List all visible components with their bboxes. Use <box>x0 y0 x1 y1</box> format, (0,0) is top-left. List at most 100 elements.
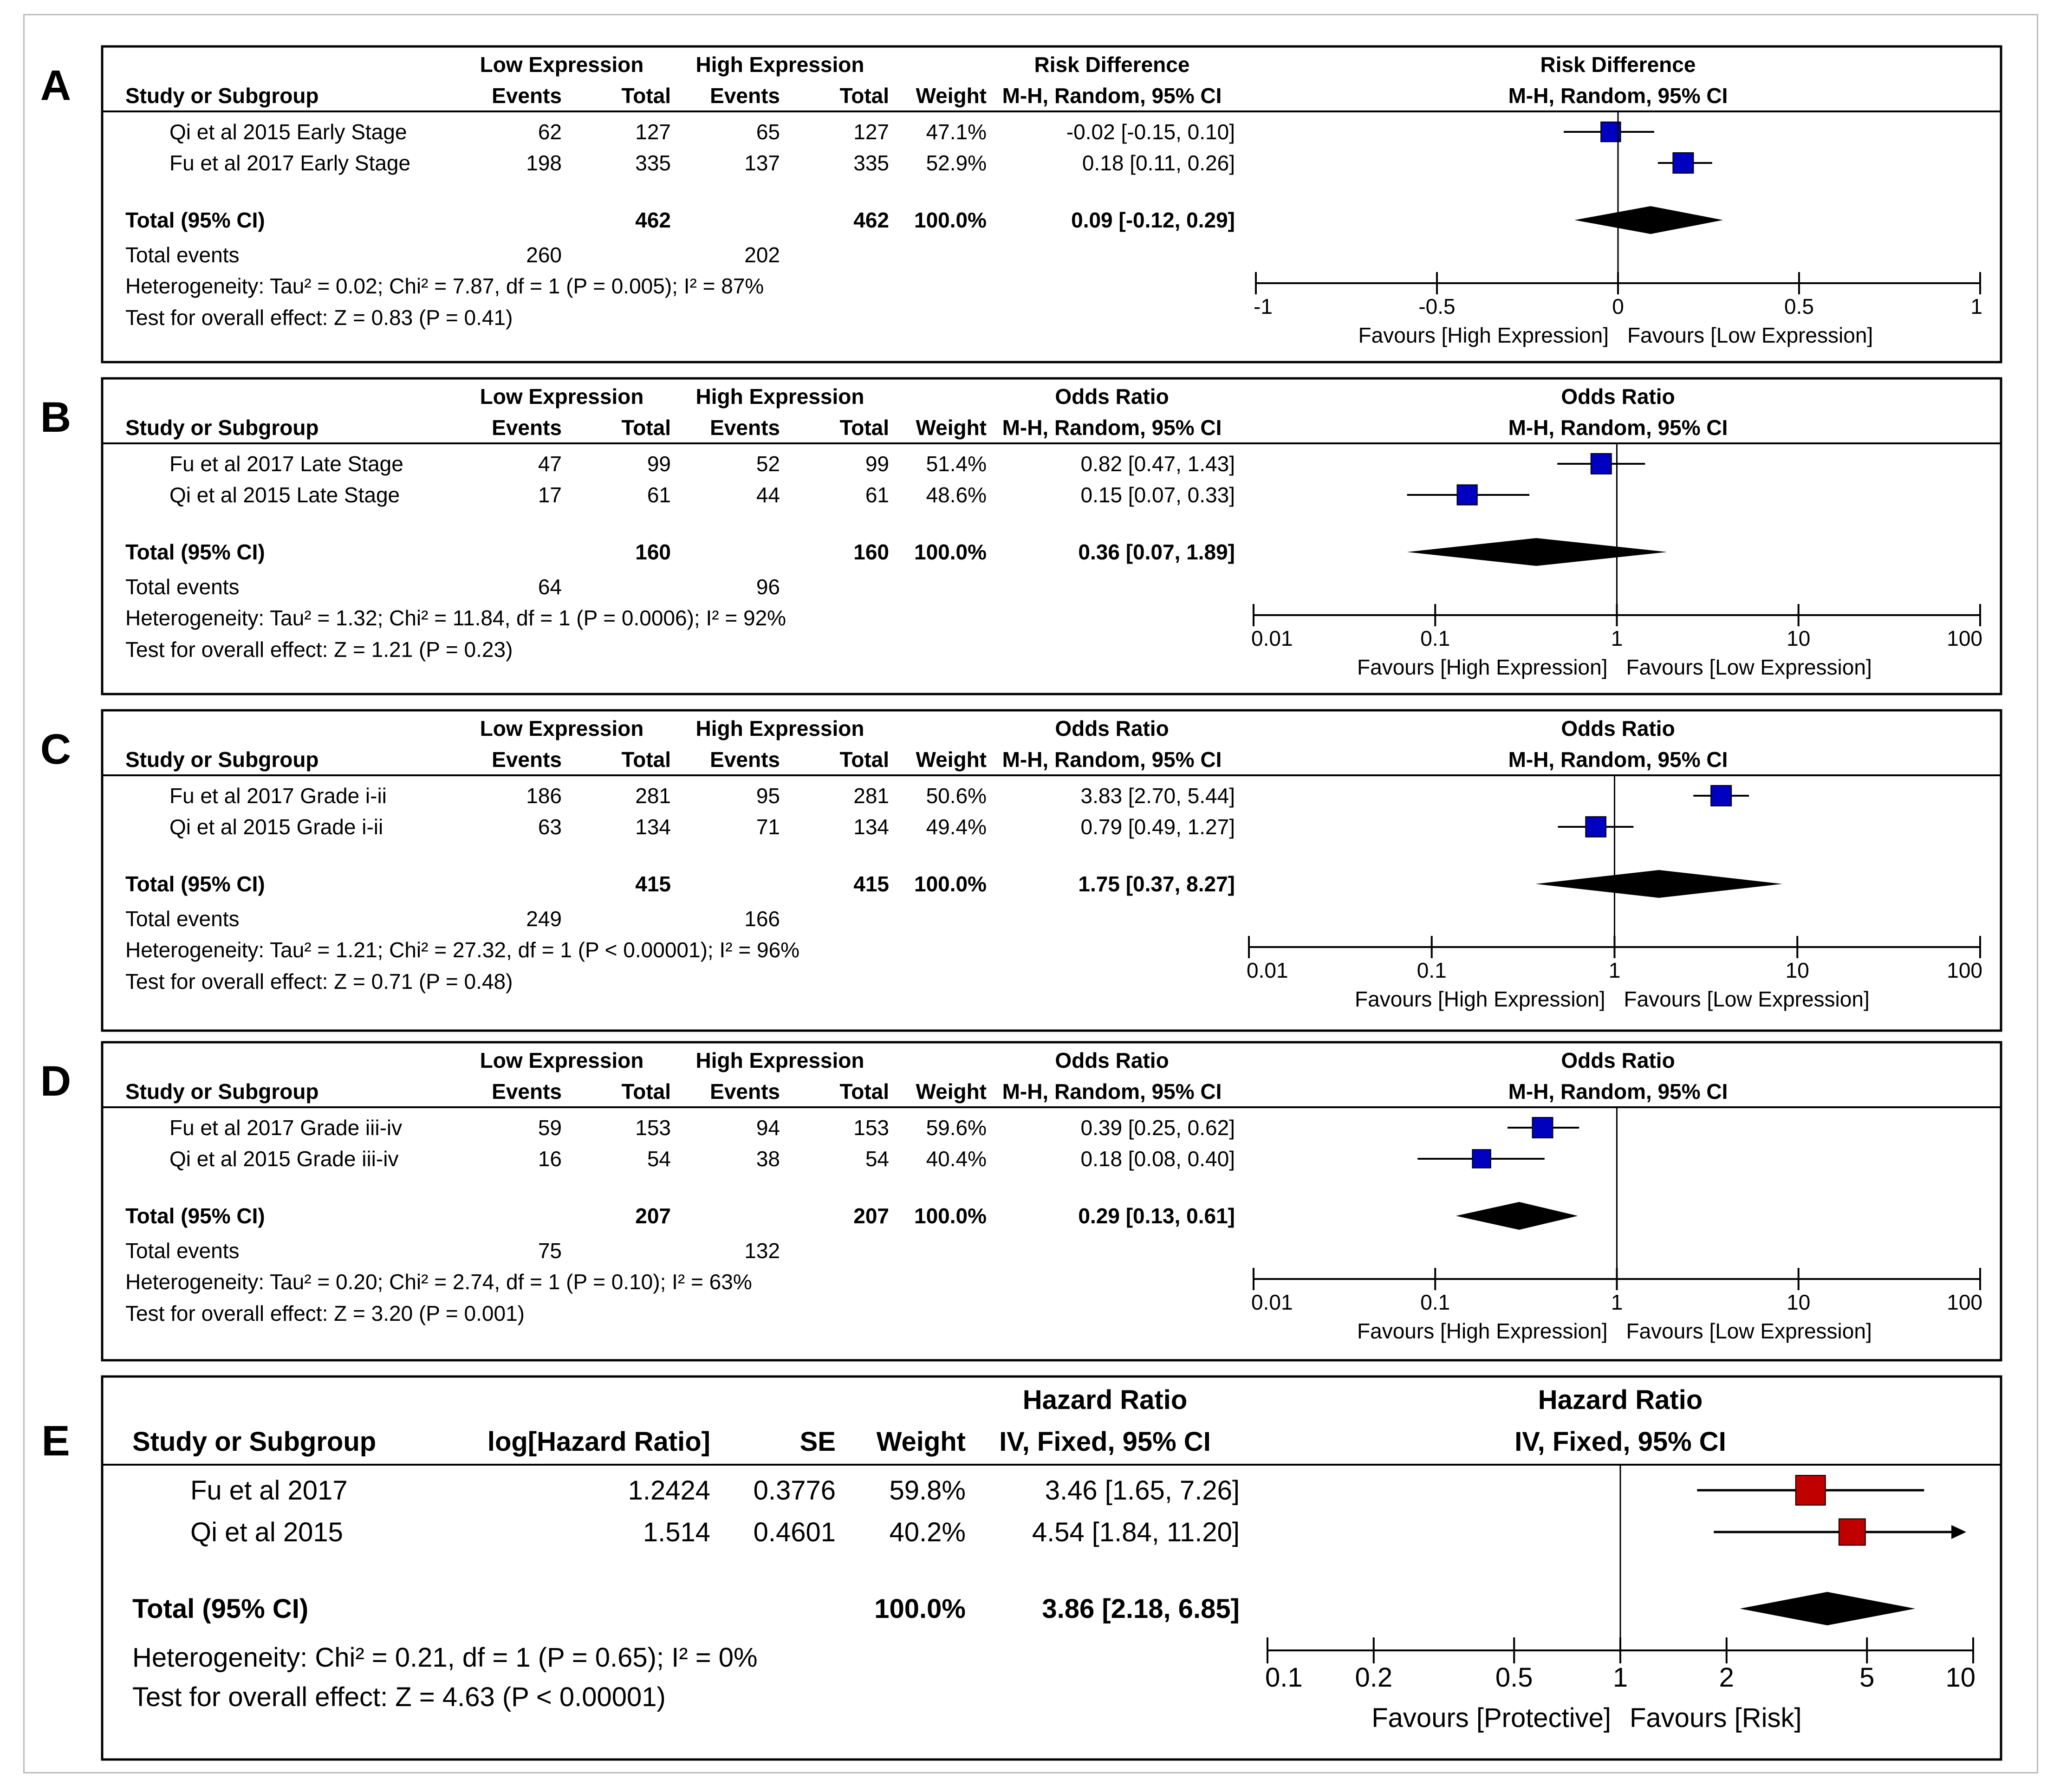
study-point-marker <box>1472 1149 1491 1169</box>
favours-left-label: Favours [Protective] <box>1371 1703 1611 1733</box>
study-weight: 50.6% <box>926 784 987 808</box>
heterogeneity-text: Heterogeneity: Tau² = 1.32; Chi² = 11.84… <box>125 606 786 630</box>
x-axis-tick-label: 0.01 <box>1251 626 1293 650</box>
study-weight: 59.6% <box>926 1116 987 1140</box>
study-name: Qi et al 2015 Grade i-ii <box>169 815 383 839</box>
study-total2: 281 <box>853 784 889 808</box>
group1-header: Low Expression <box>480 384 644 409</box>
group1-header: Low Expression <box>480 1048 644 1072</box>
total-events-label: Total events <box>125 907 239 931</box>
plot-measure-name-header: Odds Ratio <box>1561 1048 1675 1072</box>
weight-column-header: Weight <box>916 416 987 440</box>
total-label: Total (95% CI) <box>125 540 265 564</box>
study-total1: 54 <box>647 1147 671 1171</box>
weight-column-header: Weight <box>916 1079 987 1104</box>
x-axis-tick-label: 0.01 <box>1247 958 1288 982</box>
total-events-label: Total events <box>125 575 239 599</box>
study-weight: 52.9% <box>926 151 987 175</box>
x-axis-tick-label: 0.1 <box>1420 1290 1450 1314</box>
favours-right-label: Favours [Low Expression] <box>1624 987 1870 1011</box>
total-total2: 462 <box>853 208 889 232</box>
pooled-estimate-diamond <box>1456 1202 1578 1230</box>
plot-measure-name-header: Odds Ratio <box>1561 716 1675 740</box>
study-name: Fu et al 2017 <box>190 1475 348 1506</box>
favours-left-label: Favours [High Expression] <box>1355 987 1605 1011</box>
total-ci: 0.09 [-0.12, 0.29] <box>1071 208 1235 232</box>
x-axis-tick-label: 0.5 <box>1784 294 1814 318</box>
study-ci: 0.82 [0.47, 1.43] <box>1081 452 1235 476</box>
study-events1: 47 <box>538 452 562 476</box>
study-column-header: Study or Subgroup <box>125 416 319 440</box>
x-axis-tick-label: 5 <box>1859 1662 1874 1693</box>
total-total1: 462 <box>635 208 671 232</box>
total2-column-header: Total <box>840 747 889 772</box>
figure-frame <box>23 14 2038 1773</box>
panel-label: A <box>40 62 71 109</box>
events1-column-header: Events <box>492 747 562 772</box>
study-name: Qi et al 2015 <box>190 1517 343 1547</box>
overall-effect-text: Test for overall effect: Z = 4.63 (P < 0… <box>132 1682 666 1712</box>
panel-frame <box>101 1041 2002 1362</box>
total-weight: 100.0% <box>914 540 987 564</box>
x-axis-tick-label: 100 <box>1947 626 1982 650</box>
total1-column-header: Total <box>622 416 671 440</box>
study-total2: 127 <box>853 120 889 144</box>
heterogeneity-text: Heterogeneity: Tau² = 0.02; Chi² = 7.87,… <box>125 274 764 298</box>
measure-name-header: Odds Ratio <box>1055 1048 1169 1072</box>
total1-column-header: Total <box>622 84 671 108</box>
study-total1: 134 <box>635 815 671 839</box>
heterogeneity-text: Heterogeneity: Tau² = 0.20; Chi² = 2.74,… <box>125 1270 752 1294</box>
panel-C: C Low Expression High Expression Odds Ratio… <box>40 709 2002 1032</box>
panel-frame <box>101 1375 2002 1761</box>
study-events2: 38 <box>756 1147 780 1171</box>
weight-column-header: Weight <box>916 84 987 108</box>
study-name: Qi et al 2015 Grade iii-iv <box>169 1147 398 1171</box>
study-name: Qi et al 2015 Late Stage <box>169 483 400 507</box>
favours-left-label: Favours [High Expression] <box>1357 1319 1607 1343</box>
study-ci: 0.18 [0.08, 0.40] <box>1081 1147 1235 1171</box>
study-total1: 61 <box>647 483 671 507</box>
measure-name-header: Odds Ratio <box>1055 716 1169 740</box>
pooled-estimate-diamond <box>1407 538 1667 566</box>
total-total1: 415 <box>635 872 671 896</box>
study-total1: 335 <box>635 151 671 175</box>
study-events2: 52 <box>756 452 780 476</box>
total-events1: 75 <box>538 1239 562 1263</box>
study-weight: 48.6% <box>926 483 987 507</box>
x-axis-tick-label: -0.5 <box>1418 294 1455 318</box>
study-events1: 59 <box>538 1116 562 1140</box>
overall-effect-text: Test for overall effect: Z = 0.71 (P = 0… <box>125 969 513 993</box>
group2-header: High Expression <box>696 384 864 409</box>
favours-right-label: Favours [Low Expression] <box>1626 655 1872 679</box>
total-weight: 100.0% <box>874 1594 966 1624</box>
study-point-marker <box>1532 1117 1553 1138</box>
total-label: Total (95% CI) <box>125 872 265 896</box>
x-axis-tick-label: -1 <box>1254 294 1273 318</box>
study-events2: 65 <box>756 120 780 144</box>
total-events-label: Total events <box>125 1239 239 1263</box>
overall-effect-text: Test for overall effect: Z = 1.21 (P = 0… <box>125 637 513 662</box>
study-weight: 49.4% <box>926 815 987 839</box>
study-log-hazard-ratio: 1.2424 <box>628 1475 710 1506</box>
study-name: Qi et al 2015 Early Stage <box>169 120 407 144</box>
study-point-marker <box>1456 484 1478 506</box>
se-column-header: SE <box>800 1427 836 1457</box>
study-point-marker <box>1672 152 1694 174</box>
group2-header: High Expression <box>696 52 864 77</box>
study-column-header: Study or Subgroup <box>125 747 319 772</box>
group1-header: Low Expression <box>480 716 644 740</box>
total-ci: 1.75 [0.37, 8.27] <box>1078 872 1235 896</box>
plot-measure-name-header: Risk Difference <box>1540 52 1696 77</box>
x-axis-tick-label: 1 <box>1611 626 1623 650</box>
study-ci: 3.46 [1.65, 7.26] <box>1045 1475 1240 1506</box>
plot-measure-method-header: M-H, Random, 95% CI <box>1508 1079 1728 1104</box>
measure-method-header: IV, Fixed, 95% CI <box>999 1427 1211 1457</box>
study-events1: 186 <box>526 784 562 808</box>
measure-name-header: Hazard Ratio <box>1023 1385 1188 1415</box>
x-axis-tick-label: 0.2 <box>1355 1662 1392 1693</box>
total-total1: 160 <box>635 540 671 564</box>
study-events1: 198 <box>526 151 562 175</box>
x-axis-tick-label: 100 <box>1947 958 1982 982</box>
x-axis-tick-label: 1 <box>1970 294 1982 318</box>
